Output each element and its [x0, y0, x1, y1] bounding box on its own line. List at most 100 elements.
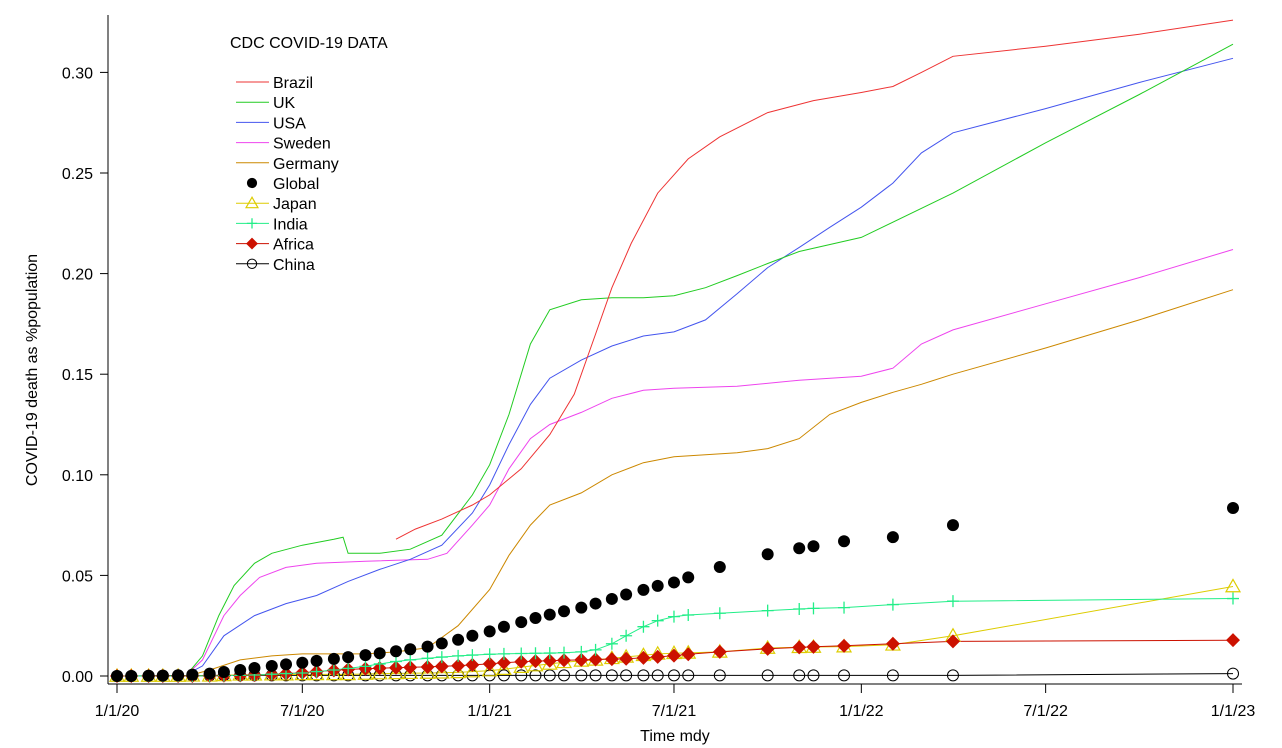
data-point-india: [483, 648, 496, 661]
data-point-india: [466, 649, 479, 662]
data-point-japan: [1224, 578, 1242, 593]
legend-label: UK: [273, 95, 296, 112]
data-point-india: [435, 651, 448, 664]
legend-item-india: India: [236, 216, 308, 233]
data-point-china: [575, 669, 588, 682]
data-point-africa: [482, 656, 497, 671]
data-point-china: [529, 669, 542, 682]
data-point-china: [667, 669, 680, 682]
data-point-africa: [1226, 633, 1240, 648]
data-point-global: [838, 535, 851, 548]
data-point-africa: [389, 660, 403, 675]
data-point-japan: [464, 663, 481, 678]
data-point-global: [589, 597, 602, 610]
data-point-india: [421, 652, 434, 665]
data-point-global: [682, 571, 695, 584]
data-point-india: [327, 663, 340, 676]
data-point-global: [296, 656, 309, 669]
data-point-india: [575, 645, 588, 658]
data-point-global: [234, 663, 247, 676]
series-line-uk: [186, 43, 1234, 675]
y-tick-label: 0.25: [62, 166, 93, 183]
data-point-india: [761, 604, 774, 617]
data-point-india: [404, 653, 417, 666]
data-point-japan: [419, 664, 436, 679]
data-point-china: [838, 669, 851, 682]
x-tick-label: 1/1/23: [1211, 703, 1256, 720]
data-point-india: [515, 647, 528, 660]
data-point-global: [342, 651, 355, 664]
data-point-africa: [542, 653, 557, 668]
data-point-africa: [885, 636, 900, 651]
data-point-global: [497, 620, 510, 633]
data-point-india: [713, 607, 726, 620]
data-point-japan: [433, 664, 450, 679]
legend-item-uk: UK: [236, 95, 296, 112]
y-tick-label: 0.10: [62, 468, 93, 485]
chart-title: CDC COVID-19 DATA: [230, 35, 388, 52]
data-point-china: [605, 669, 618, 682]
data-point-india: [793, 603, 806, 615]
data-point-africa: [451, 658, 466, 673]
data-point-africa: [496, 655, 511, 670]
x-tick-label: 1/1/20: [95, 703, 140, 720]
data-point-global: [248, 661, 261, 674]
data-point-japan: [402, 664, 419, 680]
data-point-china: [793, 669, 806, 682]
y-tick-label: 0.00: [62, 669, 93, 686]
data-point-africa: [557, 653, 572, 668]
data-point-japan: [357, 665, 374, 680]
legend-swatch-marker: [246, 258, 258, 269]
data-point-india: [838, 601, 851, 614]
data-point-global: [605, 592, 618, 605]
data-point-china: [589, 669, 602, 682]
legend-item-global: Global: [246, 176, 319, 193]
legend-item-africa: Africa: [236, 237, 314, 254]
data-point-africa: [806, 639, 821, 654]
data-point-india: [667, 610, 680, 623]
data-point-china: [886, 669, 899, 682]
data-point-global: [466, 629, 479, 642]
legend-label: USA: [273, 115, 306, 132]
data-point-global: [483, 625, 496, 638]
data-point-africa: [514, 654, 529, 669]
legend-label: Brazil: [273, 75, 313, 92]
data-point-india: [589, 643, 602, 656]
legend-label: Africa: [273, 237, 314, 254]
data-point-india: [310, 665, 323, 678]
data-point-china: [515, 669, 528, 682]
data-point-india: [682, 609, 695, 622]
series-line-brazil: [395, 19, 1234, 540]
data-point-global: [327, 652, 340, 665]
data-point-global: [886, 531, 899, 544]
legend-label: Global: [273, 176, 319, 193]
data-point-global: [111, 670, 123, 682]
data-point-india: [637, 620, 650, 633]
data-point-india: [543, 647, 556, 660]
data-point-global: [421, 640, 434, 653]
data-point-global: [172, 669, 185, 682]
data-point-africa: [604, 652, 619, 667]
data-point-india: [605, 637, 618, 650]
data-point-global: [713, 560, 726, 573]
legend-item-japan: Japan: [236, 196, 317, 213]
data-point-africa: [945, 634, 960, 649]
data-point-china: [497, 669, 510, 682]
data-point-africa: [528, 654, 543, 669]
legend-label: China: [273, 257, 315, 274]
data-point-india: [558, 646, 571, 659]
data-point-africa: [465, 657, 480, 672]
data-point-africa: [837, 638, 852, 653]
data-point-global: [373, 647, 386, 660]
data-point-india: [452, 649, 465, 662]
data-point-global: [203, 667, 216, 680]
data-point-global: [946, 519, 959, 532]
data-point-global: [280, 658, 293, 671]
data-point-global: [807, 540, 820, 553]
x-axis-title: Time mdy: [640, 728, 710, 745]
data-point-japan: [371, 665, 388, 680]
data-point-india: [359, 660, 372, 673]
data-point-china: [807, 669, 820, 682]
